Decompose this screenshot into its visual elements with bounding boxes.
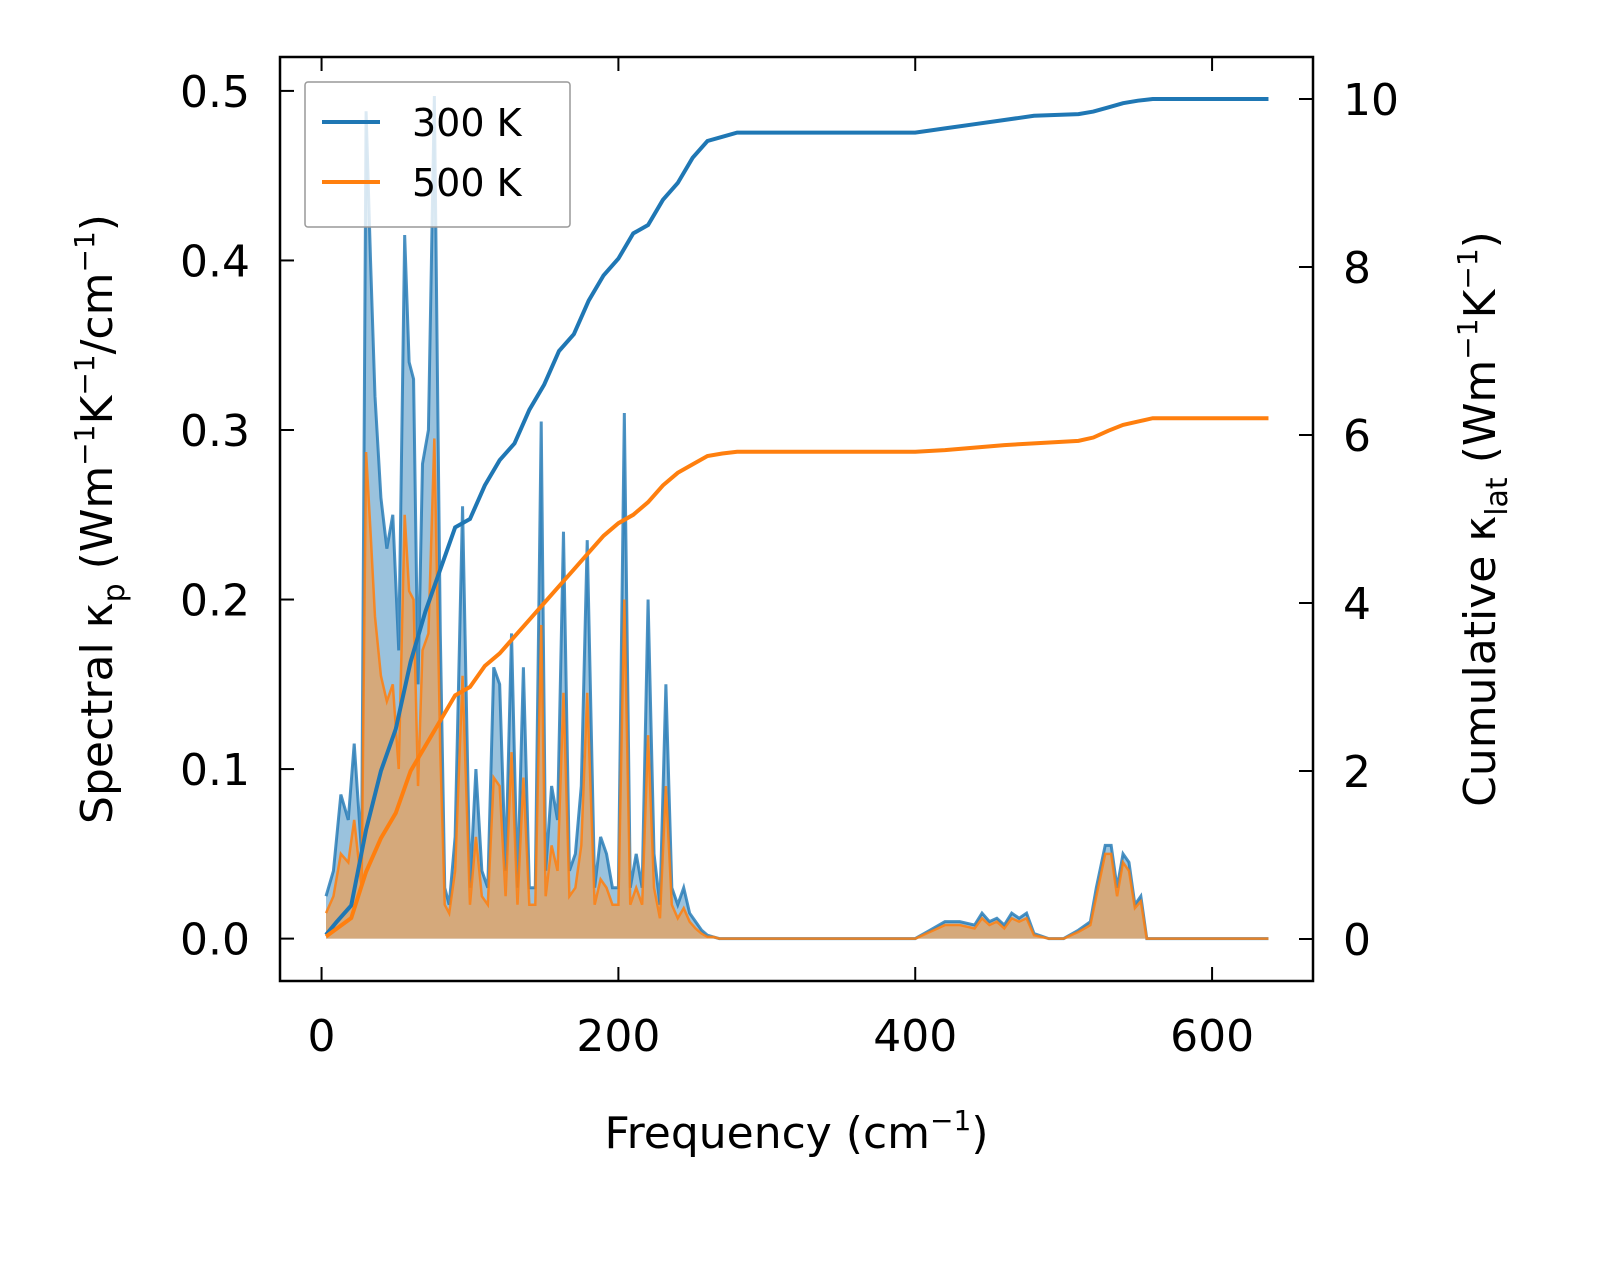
y-left-label-sub: p (97, 583, 132, 602)
y-right-tick-label: 4 (1343, 579, 1371, 630)
y-right-tick-label: 0 (1343, 915, 1371, 966)
plot-frame (278, 55, 1315, 983)
y-left-tick-label: 0.5 (180, 67, 250, 118)
y-left-tick-label: 0.4 (180, 236, 250, 287)
y-axis-right-label: Cumulative κlat (Wm−1K−1) (1451, 231, 1515, 807)
y-left-label-mid: (Wm (72, 466, 123, 584)
x-axis-label: Frequency (cm−1) (605, 1104, 989, 1159)
y-right-tick-label: 8 (1343, 243, 1371, 294)
y-left-label-k: K (72, 395, 123, 425)
x-axis-label-sup: −1 (930, 1104, 971, 1137)
y-left-label-tail1: /cm (72, 272, 123, 354)
spectral-500k-line (324, 438, 1269, 940)
y-right-label-sup1: −1 (1451, 318, 1484, 359)
y-left-tick-label: 0.2 (180, 576, 250, 627)
x-tick-label: 400 (873, 1011, 957, 1062)
x-tick-label: 0 (308, 1011, 336, 1062)
y-left-label-sup3: −1 (68, 231, 101, 272)
cumulative-500k-line (324, 416, 1269, 939)
y-left-label-sup1: −1 (68, 425, 101, 466)
y-right-tick-label: 10 (1343, 75, 1399, 126)
y-right-label-mid: (Wm (1455, 360, 1506, 478)
cumulative-layer (324, 97, 1269, 939)
y-left-tick-label: 0.1 (180, 745, 250, 796)
cumulative-300k-line (324, 97, 1269, 937)
y-right-label-k: K (1455, 288, 1506, 318)
spectral-layer (324, 95, 1269, 941)
x-axis-label-base: Frequency (cm (605, 1108, 931, 1159)
y-left-label-tail2: ) (72, 214, 123, 231)
ticks-layer: 0 200 400 600 0.0 0.1 0.2 0.3 0.4 0.5 0 2 4 6 8 10 (180, 57, 1399, 1062)
y-right-label-sup2: −1 (1451, 248, 1484, 289)
y-right-label-tail: ) (1455, 231, 1506, 248)
spectral-500k-area (326, 438, 1269, 939)
y-left-label-pre: Spectral κ (72, 602, 123, 824)
y-left-tick-label: 0.0 (180, 915, 250, 966)
y-right-label-pre: Cumulative κ (1455, 516, 1506, 807)
legend-label-300k: 300 K (412, 101, 523, 145)
y-right-tick-label: 6 (1343, 411, 1371, 462)
x-axis-label-tail: ) (971, 1108, 988, 1159)
x-tick-label: 200 (576, 1011, 660, 1062)
y-right-label-sub: lat (1480, 477, 1515, 516)
legend-label-500k: 500 K (412, 161, 523, 205)
y-right-tick-label: 2 (1343, 747, 1371, 798)
y-axis-left-label: Spectral κp (Wm−1K−1/cm−1) (68, 214, 132, 824)
legend: 300 K 500 K (304, 81, 571, 228)
y-left-tick-label: 0.3 (180, 406, 250, 457)
y-left-label-sup2: −1 (68, 354, 101, 395)
legend-box (304, 81, 571, 228)
x-tick-label: 600 (1170, 1011, 1254, 1062)
